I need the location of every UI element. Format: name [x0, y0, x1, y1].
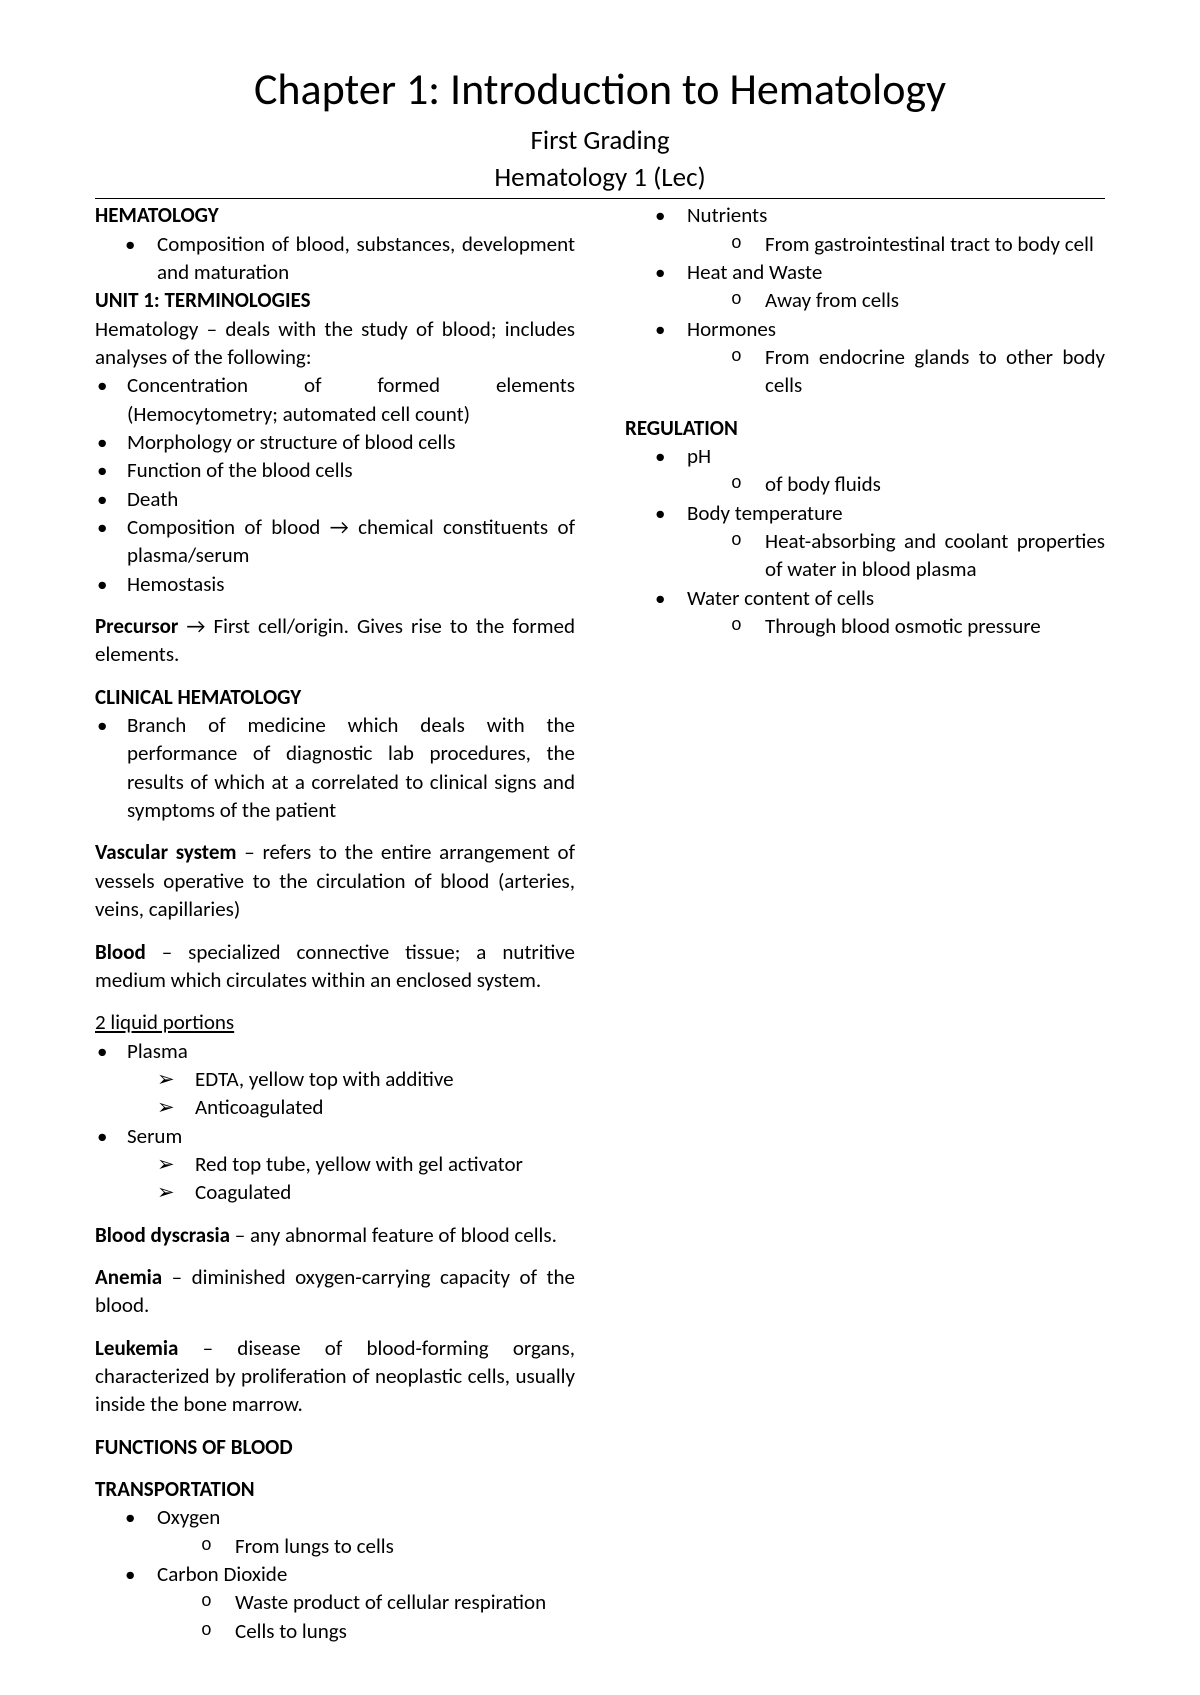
blood-text: – specialized connective tissue; a nutri… — [95, 939, 575, 993]
subtitle-course: Hematology 1 (Lec) — [95, 160, 1105, 199]
unit1-intro: Hematology – deals with the study of blo… — [95, 315, 575, 372]
anemia-para: Anemia – diminished oxygen-carrying capa… — [95, 1263, 575, 1320]
list-item: Concentration of formed elements (Hemocy… — [95, 371, 575, 428]
dyscrasia-label: Blood dyscrasia — [95, 1222, 230, 1248]
list-item: Serum — [95, 1122, 575, 1150]
content-columns: HEMATOLOGY Composition of blood, substan… — [95, 201, 1105, 1661]
list-item: Body temperature — [625, 499, 1105, 527]
list-item: Nutrients — [625, 201, 1105, 229]
list-item: Plasma — [95, 1037, 575, 1065]
list-item: Function of the blood cells — [95, 456, 575, 484]
leukemia-label: Leukemia — [95, 1335, 178, 1361]
dyscrasia-text: – any abnormal feature of blood cells. — [230, 1222, 557, 1248]
blood-para: Blood – specialized connective tissue; a… — [95, 938, 575, 995]
dyscrasia-para: Blood dyscrasia – any abnormal feature o… — [95, 1221, 575, 1249]
blood-label: Blood — [95, 939, 146, 965]
subtitle-grading: First Grading — [95, 123, 1105, 159]
list-item: Heat-absorbing and coolant properties of… — [625, 527, 1105, 584]
list-item: pH — [625, 442, 1105, 470]
list-item: Water content of cells — [625, 584, 1105, 612]
list-item: From lungs to cells — [95, 1532, 575, 1560]
list-item: Oxygen — [95, 1503, 575, 1531]
list-item: Composition of blood → chemical constitu… — [95, 513, 575, 570]
hematology-heading: HEMATOLOGY — [95, 201, 575, 229]
list-item: Through blood osmotic pressure — [625, 612, 1105, 640]
list-item: Red top tube, yellow with gel activator — [95, 1150, 575, 1178]
list-item: Anticoagulated — [95, 1093, 575, 1121]
vascular-label: Vascular system — [95, 839, 237, 865]
list-item: Waste product of cellular respiration — [95, 1588, 575, 1616]
list-item: Carbon Dioxide — [95, 1560, 575, 1588]
list-item: Coagulated — [95, 1178, 575, 1206]
list-item: From endocrine glands to other body cell… — [625, 343, 1105, 400]
list-item: Branch of medicine which deals with the … — [95, 711, 575, 824]
anemia-text: – diminished oxygen-carrying capacity of… — [95, 1264, 575, 1318]
list-item: Composition of blood, substances, develo… — [95, 230, 575, 287]
list-item: Heat and Waste — [625, 258, 1105, 286]
list-item: of body fluids — [625, 470, 1105, 498]
functions-heading: FUNCTIONS OF BLOOD — [95, 1433, 575, 1461]
unit1-heading: UNIT 1: TERMINOLOGIES — [95, 286, 575, 314]
list-item: EDTA, yellow top with additive — [95, 1065, 575, 1093]
list-item: From gastrointestinal tract to body cell — [625, 230, 1105, 258]
precursor-label: Precursor — [95, 613, 178, 639]
clinical-heading: CLINICAL HEMATOLOGY — [95, 683, 575, 711]
leukemia-para: Leukemia – disease of blood-forming orga… — [95, 1334, 575, 1419]
vascular-para: Vascular system – refers to the entire a… — [95, 838, 575, 923]
list-item: Hemostasis — [95, 570, 575, 598]
list-item: Death — [95, 485, 575, 513]
list-item: Cells to lungs — [95, 1617, 575, 1645]
list-item: Hormones — [625, 315, 1105, 343]
list-item: Morphology or structure of blood cells — [95, 428, 575, 456]
transportation-heading: TRANSPORTATION — [95, 1475, 575, 1503]
anemia-label: Anemia — [95, 1264, 162, 1290]
chapter-title: Chapter 1: Introduction to Hematology — [95, 60, 1105, 119]
liquid-portions-heading: 2 liquid portions — [95, 1008, 575, 1036]
regulation-heading: REGULATION — [625, 414, 1105, 442]
precursor-para: Precursor → First cell/origin. Gives ris… — [95, 612, 575, 669]
list-item: Away from cells — [625, 286, 1105, 314]
